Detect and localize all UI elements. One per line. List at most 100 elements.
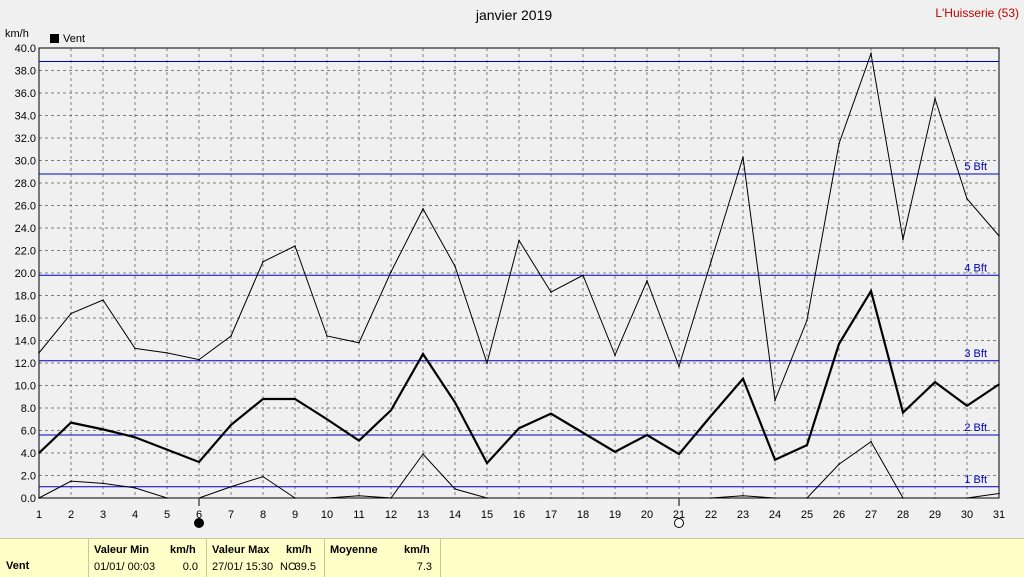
series-point-mean <box>422 353 424 355</box>
series-point-max <box>582 274 584 277</box>
series-point-max <box>102 299 104 301</box>
x-tick-label: 15 <box>481 509 493 521</box>
x-tick-label: 25 <box>801 509 813 521</box>
min-unit: km/h <box>170 544 196 556</box>
series-point-max <box>422 208 424 210</box>
y-tick-label: 18.0 <box>15 291 36 303</box>
x-tick-label: 2 <box>68 509 74 521</box>
series-point-min <box>486 497 488 499</box>
beaufort-label: 5 Bft <box>964 161 987 173</box>
series-point-mean <box>774 458 776 461</box>
footer-series-label: Vent <box>6 560 30 572</box>
chart-title: janvier 2019 <box>475 7 552 23</box>
x-tick-label: 27 <box>865 509 877 521</box>
series-point-max <box>806 319 808 322</box>
x-tick-label: 4 <box>132 509 138 521</box>
series-point-mean <box>806 444 808 446</box>
series-point-min <box>710 497 712 499</box>
series-point-min <box>38 497 40 499</box>
series-point-max <box>678 365 680 368</box>
legend-swatch <box>50 34 59 43</box>
x-tick-label: 3 <box>100 509 106 521</box>
y-tick-label: 40.0 <box>15 43 36 55</box>
series-point-min <box>870 440 872 443</box>
series-point-max <box>518 239 520 242</box>
max-header: Valeur Max <box>212 544 270 556</box>
series-point-mean <box>230 424 232 426</box>
y-tick-label: 16.0 <box>15 313 36 325</box>
series-point-min <box>326 497 328 499</box>
x-tick-label: 29 <box>929 509 941 521</box>
series-point-max <box>134 347 136 350</box>
footer-avg-cell: Moyenne km/h 7.3 <box>324 539 441 577</box>
y-tick-label: 14.0 <box>15 336 36 348</box>
series-point-min <box>134 487 136 489</box>
series-point-min <box>454 488 456 490</box>
series-point-mean <box>262 398 264 400</box>
y-tick-label: 24.0 <box>15 223 36 235</box>
series-point-min <box>70 480 72 482</box>
beaufort-label: 1 Bft <box>964 474 987 486</box>
min-date: 01/01/ 00:03 <box>94 561 156 573</box>
series-point-mean <box>518 427 520 430</box>
series-point-min <box>294 497 296 499</box>
series-point-mean <box>710 415 712 417</box>
series-point-mean <box>166 448 168 451</box>
x-tick-label: 11 <box>353 509 364 521</box>
footer-min-cell: Valeur Min km/h 01/01/ 00:03 0.0 <box>88 539 207 577</box>
x-tick-label: 30 <box>961 509 973 521</box>
series-point-max <box>38 352 40 354</box>
series-point-min <box>742 494 744 497</box>
series-point-max <box>774 399 776 401</box>
series-point-mean <box>582 431 584 434</box>
series-point-max <box>742 156 744 158</box>
series-point-mean <box>646 434 648 436</box>
x-tick-label: 24 <box>769 509 781 521</box>
y-tick-label: 4.0 <box>21 448 36 460</box>
x-tick-label: 26 <box>833 509 845 521</box>
series-point-max <box>870 52 872 55</box>
x-tick-label: 9 <box>292 509 298 521</box>
series-point-mean <box>102 428 104 431</box>
x-tick-label: 17 <box>545 509 557 521</box>
x-tick-label: 19 <box>609 509 621 521</box>
y-tick-label: 38.0 <box>15 66 36 78</box>
y-tick-label: 12.0 <box>15 358 36 370</box>
y-tick-label: 30.0 <box>15 156 36 168</box>
series-point-max <box>710 260 712 263</box>
series-point-max <box>166 352 168 354</box>
series-point-max <box>390 271 392 273</box>
series-point-max <box>358 341 360 344</box>
series-point-max <box>70 312 72 315</box>
series-point-mean <box>966 404 968 407</box>
series-point-min <box>934 497 936 499</box>
beaufort-label: 4 Bft <box>964 262 987 274</box>
full-moon-icon <box>674 518 684 528</box>
footer-series-cell: Vent <box>0 539 89 577</box>
series-point-min <box>646 497 648 499</box>
x-tick-label: 8 <box>260 509 266 521</box>
max-value: 39.5 <box>294 561 316 573</box>
station-name: L'Huisserie (53) <box>935 6 1019 20</box>
max-date: 27/01/ 15:30 <box>212 561 274 573</box>
series-point-max <box>326 335 328 337</box>
plot-area: 1 Bft 2 Bft 3 Bft 4 Bft 5 Bft 0.0 2.0 4.0 6.0 8.0… <box>15 43 1005 528</box>
y-axis-unit: km/h <box>5 28 29 40</box>
y-tick-label: 8.0 <box>21 403 36 415</box>
legend-label: Vent <box>63 33 85 45</box>
series-point-mean <box>454 401 456 404</box>
x-tick-label: 23 <box>737 509 749 521</box>
series-point-mean <box>198 461 200 463</box>
y-tick-label: 34.0 <box>15 111 36 123</box>
series-point-min <box>806 497 808 499</box>
series-point-min <box>998 492 1000 495</box>
series-point-mean <box>550 412 552 415</box>
y-tick-label: 26.0 <box>15 201 36 213</box>
series-point-max <box>998 235 1000 237</box>
series-point-max <box>262 260 264 263</box>
x-tick-label: 22 <box>705 509 717 521</box>
series-point-mean <box>678 453 680 455</box>
series-point-min <box>262 475 264 478</box>
beaufort-label: 2 Bft <box>964 422 987 434</box>
series-point-max <box>230 335 232 337</box>
